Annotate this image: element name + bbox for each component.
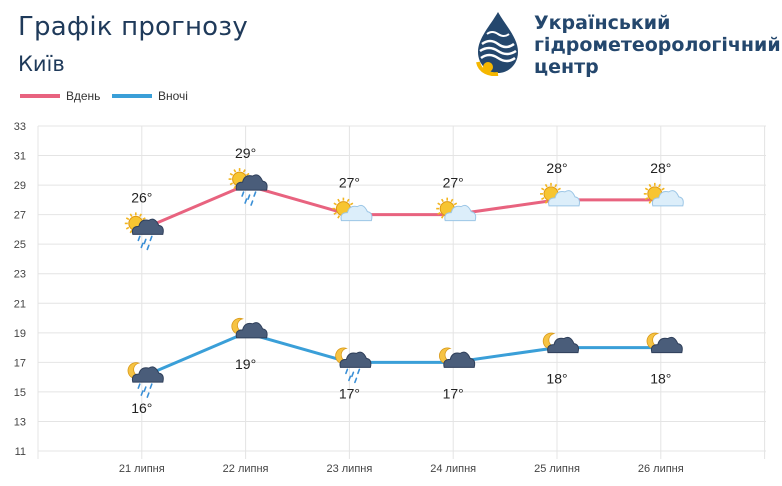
sun-cloud-icon [643,182,684,207]
data-label: 28° [546,160,567,176]
grid [37,125,766,459]
data-label: 19° [235,356,256,372]
data-label: 28° [650,160,671,176]
y-tick-label: 25 [14,239,26,251]
legend-entry: Вночі [158,89,188,103]
data-label: 27° [443,175,464,191]
y-tick-label: 15 [14,387,26,399]
moon-cloud-rain-icon [127,362,164,398]
y-tick-label: 31 [14,151,26,163]
hydromet-logo-icon [476,12,518,77]
moon-cloud-icon [439,347,476,368]
sun-cloud-icon [436,197,477,222]
x-tick-label: 24 липня [430,463,476,475]
legend-entry: Вдень [66,89,100,103]
data-label: 18° [650,371,671,387]
logo-line-2: гідрометеорологічний [534,34,781,56]
data-label: 26° [131,189,152,205]
sun-cloud-rain-icon [228,168,268,206]
y-tick-label: 11 [15,446,26,458]
x-tick-label: 23 липня [326,463,372,475]
series-night: 16° 19° 17° 17° 18° 18° [127,317,683,416]
y-tick-label: 19 [14,328,26,340]
data-label: 18° [546,371,567,387]
x-tick-label: 22 липня [223,463,269,475]
sun-cloud-rain-icon [124,212,164,251]
city-name: Київ [18,52,65,76]
series-line [141,183,661,231]
data-label: 16° [131,400,152,416]
data-label: 17° [339,385,360,401]
data-label: 27° [339,175,360,191]
series: 26° 29° 27° 27° 28° 28° 16° 19° 17° 17° 18° 18° [124,145,684,416]
x-tick-label: 26 липня [638,463,684,475]
y-tick-label: 23 [14,269,26,281]
y-tick-label: 17 [14,357,26,369]
logo-line-3: центр [534,56,599,78]
y-tick-label: 27 [14,210,26,222]
moon-cloud-icon [231,317,268,339]
series-day: 26° 29° 27° 27° 28° 28° [124,145,684,251]
legend: Вдень Вночі [20,89,188,103]
y-tick-label: 29 [14,180,26,192]
moon-cloud-icon [542,332,579,354]
x-tick-label: 25 липня [534,463,580,475]
y-tick-label: 21 [14,298,26,310]
moon-cloud-icon [646,332,683,354]
sun-cloud-icon [540,182,580,207]
sun-cloud-icon [332,197,373,222]
moon-cloud-rain-icon [335,347,372,384]
series-line [141,331,661,379]
axes: 11 13 15 17 19 21 23 25 27 29 31 33 21 липня 22 липня… [14,121,684,475]
logo-line-1: Український [534,12,671,34]
page-title: Графік прогнозу [18,12,248,42]
x-tick-label: 21 липня [119,463,165,475]
logo-text: Український гідрометеорологічний центр [534,12,781,78]
data-label: 17° [443,385,464,401]
data-label: 29° [235,145,256,161]
logo: Український гідрометеорологічний центр [470,10,781,80]
y-tick-label: 33 [14,121,26,133]
y-tick-label: 13 [14,416,26,428]
